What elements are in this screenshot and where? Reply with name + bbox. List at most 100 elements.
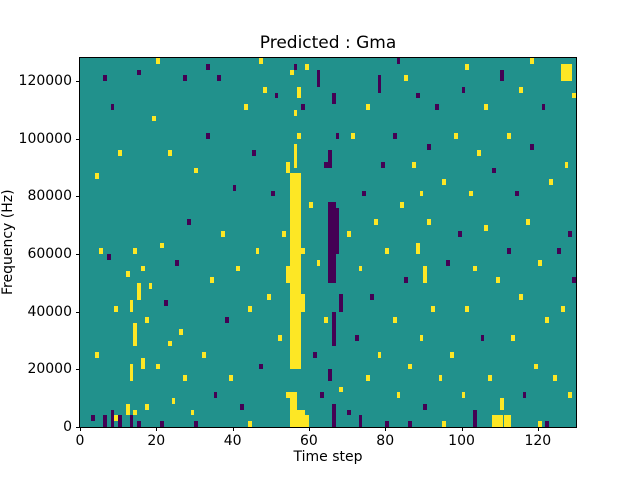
heatmap-cell [495,277,500,283]
x-tick-label: 100 [448,433,475,449]
heatmap-cell [183,75,187,82]
heatmap-cell [530,144,535,151]
heatmap-cell [564,161,569,168]
heatmap-cell [144,317,149,324]
heatmap-cell [442,421,447,427]
heatmap-cell [347,230,351,237]
heatmap-cell [102,415,107,427]
heatmap-cell [358,415,363,427]
heatmap-cell [255,248,260,255]
y-tick-label: 40000 [27,303,72,320]
heatmap-cell [492,415,504,427]
heatmap-cell [95,352,100,358]
heatmap-cell [209,277,214,283]
heatmap-cell [144,403,149,410]
heatmap-cell [488,375,493,381]
heatmap-cell [568,230,573,237]
heatmap-cell [534,363,538,370]
heatmap-cell [366,375,370,381]
heatmap-cell [419,190,424,197]
heatmap-cell [530,58,535,64]
heatmap-cell [125,403,130,416]
heatmap-cell [476,150,481,157]
heatmap-cell [396,58,401,64]
heatmap-cell [301,248,306,255]
heatmap-cell [354,334,359,341]
heatmap-cell [457,230,462,237]
heatmap-cell [446,259,451,266]
heatmap-cell [568,392,573,399]
heatmap-cell [419,334,424,341]
chart-title: Predicted : Gma [259,33,397,53]
heatmap-cell [156,58,161,64]
heatmap-cell [396,392,401,399]
heatmap-cell [377,352,382,358]
heatmap-cell [137,282,142,301]
heatmap-cell [263,86,267,93]
heatmap-cell [484,225,489,231]
heatmap-cell [194,421,199,427]
heatmap-cell [133,323,138,347]
heatmap-cell [266,294,271,301]
heatmap-cell [404,75,409,82]
heatmap-cell [469,190,473,197]
heatmap-cell [480,334,485,341]
heatmap-cell [224,317,229,324]
heatmap-cell [331,92,336,105]
heatmap-cell [484,104,489,110]
heatmap-cell [335,132,340,139]
heatmap-cell [507,132,512,139]
heatmap-cell [335,207,340,255]
heatmap-cell [95,173,100,180]
x-tick-label: 20 [147,433,166,449]
heatmap-cell [129,363,134,381]
heatmap-cell [331,311,336,347]
heatmap-cell [522,392,527,399]
heatmap-cell [301,294,306,312]
heatmap-cell [572,277,576,283]
heatmap-cell [190,409,195,416]
heatmap-cell [415,92,420,99]
heatmap-cell [377,75,382,93]
heatmap-cell [137,421,142,427]
heatmap-cell [461,392,466,399]
y-tick-mark [76,254,80,256]
heatmap-cell [549,179,554,185]
heatmap-cell [408,421,412,427]
heatmap-cell [514,190,519,197]
heatmap-cell [289,69,294,76]
y-tick-label: 100000 [18,130,72,147]
heatmap-cell [408,363,412,370]
y-tick-label: 120000 [18,73,72,90]
heatmap-cell [286,265,290,283]
heatmap-cell [560,63,573,82]
plot-area [79,57,577,428]
y-tick-label: 60000 [27,246,72,263]
heatmap-cell [217,75,222,82]
heatmap-cell [99,248,103,255]
heatmap-cell [152,115,157,122]
heatmap-cell [183,375,187,381]
heatmap-cell [194,167,199,174]
heatmap-cell [400,202,405,208]
heatmap-cell [328,202,336,283]
y-tick-label: 20000 [27,361,72,378]
heatmap-cell [507,248,512,255]
heatmap-cell [316,69,321,87]
heatmap-cell [270,190,275,197]
heatmap-cell [228,375,233,381]
x-tick-label: 60 [300,433,318,449]
heatmap-cell [282,230,287,237]
heatmap-cell [499,69,504,82]
heatmap-cell [160,242,164,249]
heatmap-cell [118,150,122,157]
heatmap-cell [427,219,431,226]
heatmap-cell [545,421,550,427]
heatmap-cell [175,259,180,266]
heatmap-cell [133,409,138,416]
heatmap-cell [213,392,218,399]
heatmap-cell [141,357,145,370]
y-tick-mark [76,311,80,313]
x-tick-mark [232,427,234,431]
heatmap-cell [404,277,409,283]
